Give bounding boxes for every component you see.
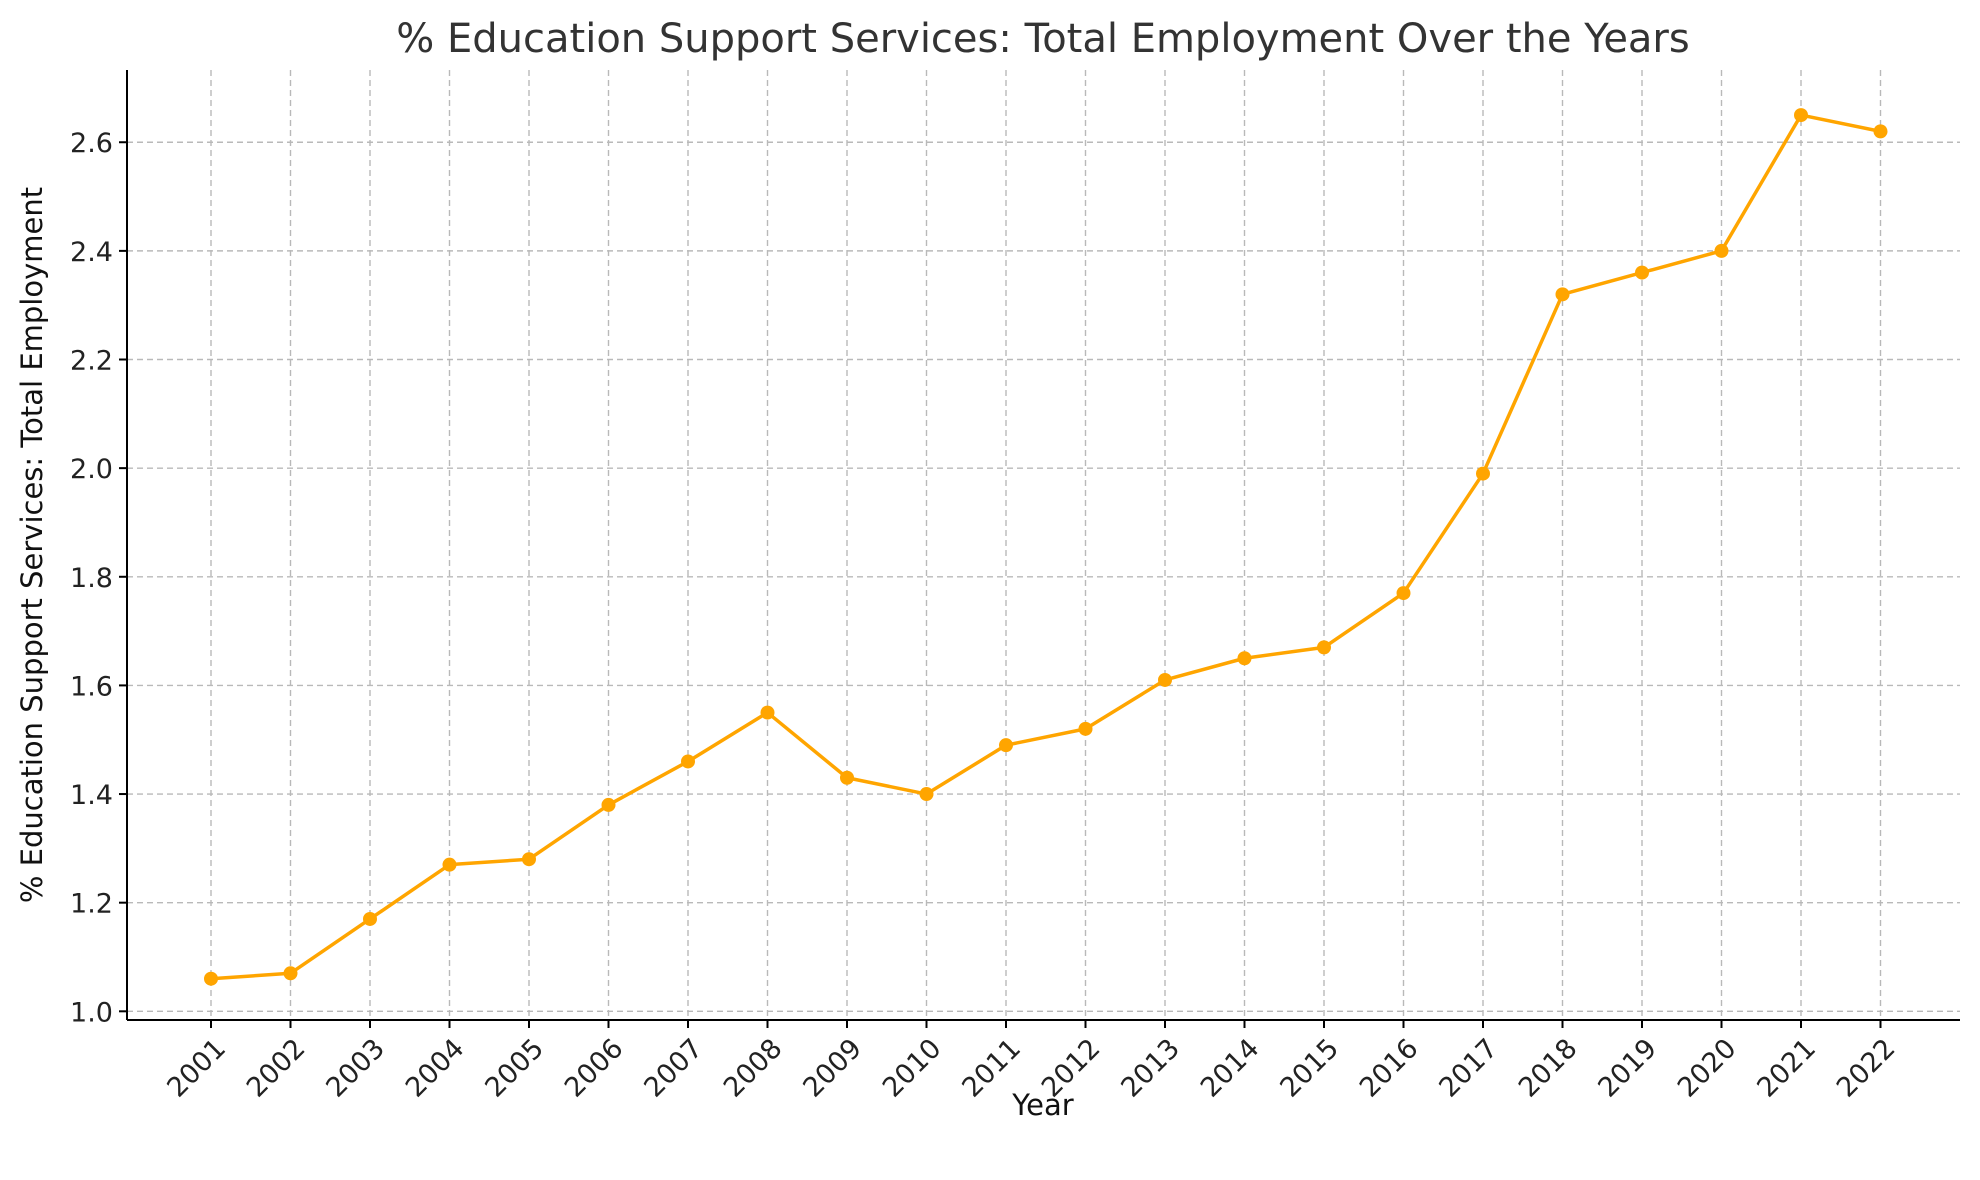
y-tick-label: 1.0 bbox=[70, 997, 113, 1028]
data-point bbox=[1635, 265, 1649, 280]
y-tick-label: 1.2 bbox=[70, 889, 113, 920]
y-tick-label: 1.4 bbox=[70, 780, 113, 811]
data-point bbox=[1396, 586, 1411, 601]
data-point bbox=[919, 787, 934, 802]
x-tick-label: 2010 bbox=[877, 1033, 948, 1104]
x-tick-label: 2017 bbox=[1433, 1033, 1504, 1104]
x-tick-label: 2002 bbox=[241, 1033, 312, 1104]
data-point bbox=[1158, 672, 1172, 687]
data-point bbox=[522, 852, 536, 867]
x-tick-label: 2009 bbox=[797, 1033, 868, 1104]
y-tick-label: 2.4 bbox=[70, 237, 113, 268]
x-tick-label: 2007 bbox=[638, 1033, 709, 1104]
data-point bbox=[1555, 287, 1570, 302]
chart-title: % Education Support Services: Total Empl… bbox=[396, 16, 1689, 62]
data-point bbox=[681, 754, 695, 769]
ticks: 2001 2002 2003 2004 2005 2006 2007 2008 2009 2010… bbox=[70, 128, 1901, 1103]
x-tick-label: 2015 bbox=[1274, 1033, 1345, 1104]
x-tick-label: 2018 bbox=[1513, 1033, 1584, 1104]
data-point bbox=[363, 911, 377, 926]
data-point bbox=[760, 705, 775, 720]
data-point bbox=[283, 966, 298, 981]
axes bbox=[126, 70, 1960, 1021]
series-line bbox=[210, 113, 1881, 981]
series bbox=[204, 108, 1888, 986]
y-axis-label: % Education Support Services: Total Empl… bbox=[15, 187, 49, 903]
data-point bbox=[601, 797, 616, 812]
x-tick-label: 2003 bbox=[320, 1033, 391, 1104]
x-tick-label: 2021 bbox=[1751, 1033, 1822, 1104]
y-tick-label: 1.8 bbox=[70, 563, 113, 594]
x-tick-label: 2006 bbox=[559, 1033, 630, 1104]
data-point bbox=[1237, 651, 1252, 666]
grid bbox=[127, 70, 1960, 1020]
x-tick-label: 2019 bbox=[1592, 1033, 1663, 1104]
data-point bbox=[999, 738, 1013, 753]
x-tick-label: 2016 bbox=[1354, 1033, 1425, 1104]
data-point bbox=[1317, 640, 1331, 655]
data-point bbox=[442, 857, 457, 872]
x-tick-label: 2013 bbox=[1115, 1033, 1186, 1104]
x-axis-label: Year bbox=[1011, 1088, 1073, 1122]
data-point bbox=[840, 770, 854, 785]
data-point bbox=[1794, 108, 1808, 123]
y-tick-label: 2.0 bbox=[70, 454, 113, 485]
x-tick-label: 2001 bbox=[161, 1033, 232, 1104]
y-tick-label: 2.6 bbox=[70, 128, 113, 159]
x-tick-label: 2020 bbox=[1672, 1033, 1743, 1104]
data-point bbox=[1714, 243, 1729, 258]
x-tick-label: 2005 bbox=[479, 1033, 550, 1104]
x-tick-label: 2004 bbox=[400, 1033, 471, 1104]
data-point bbox=[1476, 466, 1490, 481]
y-tick-label: 2.2 bbox=[70, 346, 113, 377]
data-point bbox=[1078, 721, 1093, 736]
x-tick-label: 2014 bbox=[1195, 1033, 1266, 1104]
x-tick-label: 2022 bbox=[1831, 1033, 1902, 1104]
x-tick-label: 2008 bbox=[718, 1033, 789, 1104]
y-tick-label: 1.6 bbox=[70, 671, 113, 702]
data-point bbox=[204, 971, 218, 986]
data-point bbox=[1873, 124, 1888, 139]
